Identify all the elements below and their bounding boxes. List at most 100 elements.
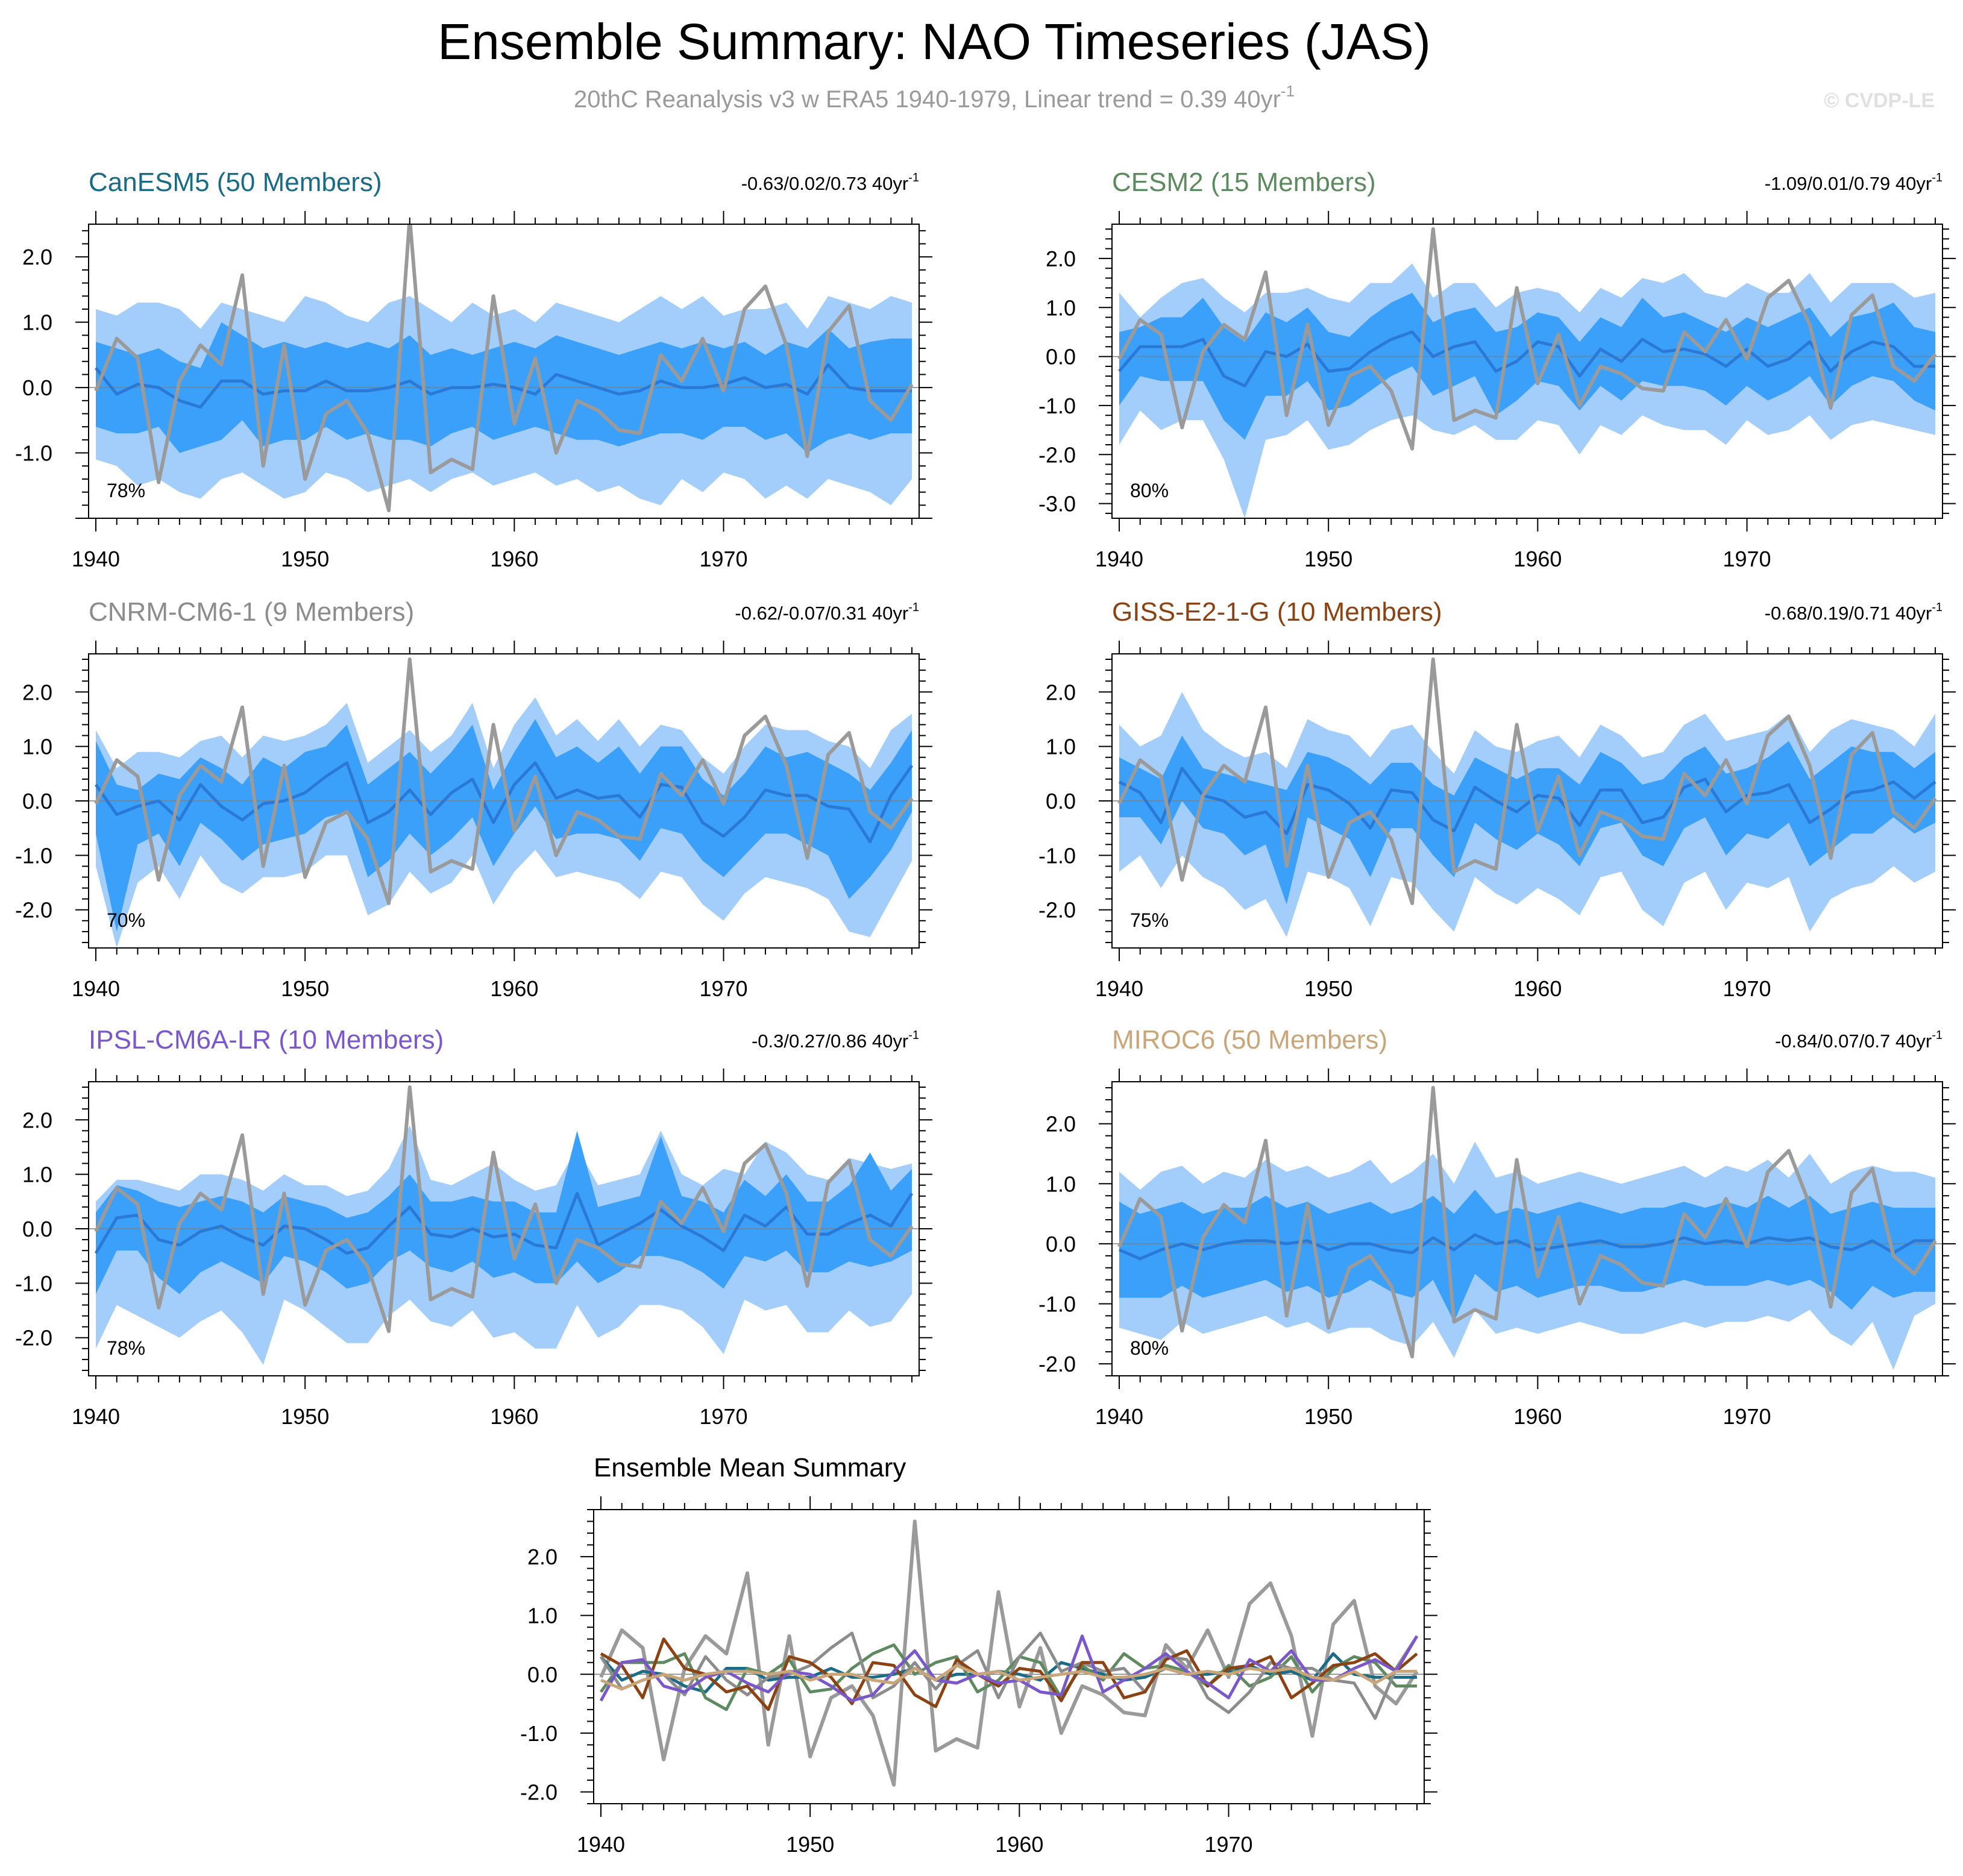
panel-giss-e2-1-g-x-tick-label: 1960 (1513, 976, 1562, 1001)
panel-giss-e2-1-g-observations-line (1117, 657, 1937, 905)
panel-ipsl-cm6a-lr-y-tick-label: 1.0 (22, 1162, 52, 1187)
panel-giss-e2-1-g-y-tick-label: 2.0 (1046, 680, 1076, 704)
panel-canesm5-trend-stats: -0.63/0.02/0.73 40yr-1 (741, 171, 919, 194)
panel-ipsl-cm6a-lr-x-tick-label: 1970 (699, 1404, 747, 1429)
panel-cesm2-y-tick-label: 2.0 (1046, 246, 1076, 271)
panel-cnrm-cm6-1-trend-stats-text: -0.62/-0.07/0.31 40yr (735, 603, 908, 624)
panel-cnrm-cm6-1-x-tick-label: 1960 (490, 976, 538, 1001)
panel-cnrm-cm6-1-y-tick-label: 0.0 (22, 789, 52, 814)
panel-cesm2-y-tick-label: -3.0 (1038, 492, 1076, 516)
summary-plot-frame (593, 1509, 1425, 1804)
panel-canesm5-y-tick-label: 0.0 (22, 375, 52, 400)
panel-cnrm-cm6-1-ensemble-mean-line (94, 761, 914, 844)
panel-miroc6-plot-frame (1111, 1081, 1943, 1376)
panel-cesm2-y-tick-label: 1.0 (1046, 295, 1076, 320)
panel-canesm5-y-tick-label: 2.0 (22, 245, 52, 269)
summary-title: Ensemble Mean Summary (594, 1453, 906, 1482)
panel-ipsl-cm6a-lr-y-tick-label: 2.0 (22, 1108, 52, 1132)
panel-ipsl-cm6a-lr-trend-stats-exponent: -1 (908, 1029, 919, 1042)
panel-giss-e2-1-g-trend-stats-text: -0.68/0.19/0.71 40yr (1765, 603, 1932, 624)
panel-cnrm-cm6-1-y-tick-label: 1.0 (22, 735, 52, 759)
subtitle: 20thC Reanalysis v3 w ERA5 1940-1979, Li… (574, 82, 1295, 113)
panel-miroc6-y-tick-label: 1.0 (1046, 1172, 1076, 1196)
panel-ipsl-cm6a-lr-observations-line (94, 1085, 914, 1333)
panel-ipsl-cm6a-lr-trend-stats-text: -0.3/0.27/0.86 40yr (752, 1031, 908, 1052)
panel-cnrm-cm6-1-y-tick-label: -2.0 (15, 898, 52, 923)
panel-cnrm-cm6-1-inner-spread-band (96, 719, 912, 932)
panel-giss-e2-1-g-trend-stats-exponent: -1 (1932, 601, 1943, 614)
panel-cesm2-y-tick-label: 0.0 (1046, 345, 1076, 369)
panel-canesm5-x-tick-label: 1960 (490, 547, 538, 571)
panel-canesm5-x-tick-label: 1940 (72, 547, 120, 571)
panel-giss-e2-1-g-ensemble-mean-line (1118, 767, 1936, 835)
panel-cnrm-cm6-1-trend-stats: -0.62/-0.07/0.31 40yr-1 (735, 601, 919, 624)
panel-miroc6-y-tick-label: -1.0 (1038, 1291, 1076, 1316)
panel-canesm5-y-tick-label: -1.0 (15, 441, 52, 466)
panel-giss-e2-1-g-title: GISS-E2-1-G (10 Members) (1112, 597, 1442, 627)
panel-ipsl-cm6a-lr-x-tick-label: 1960 (490, 1404, 538, 1429)
panel-giss-e2-1-g: 1940 1950 1960 1970 -2.0 -1.0 0.0 1.0 2.0 GISS-E2… (1038, 597, 1956, 1001)
panel-cnrm-cm6-1-y-tick-label: 2.0 (22, 680, 52, 704)
summary-plot-area (594, 1519, 1424, 1787)
panel-cnrm-cm6-1: 1940 1950 1960 1970 -2.0 -1.0 0.0 1.0 2.0 CNRM-CM… (15, 597, 932, 1001)
panel-canesm5-trend-stats-text: -0.63/0.02/0.73 40yr (741, 173, 908, 194)
panel-ipsl-cm6a-lr-plot-area (89, 1085, 919, 1365)
panel-miroc6-percent-label: 80% (1130, 1337, 1169, 1359)
panel-giss-e2-1-g-x-tick-label: 1940 (1095, 976, 1143, 1001)
panel-cnrm-cm6-1-x-tick-label: 1970 (699, 976, 747, 1001)
panel-canesm5-x-tick-label: 1970 (699, 547, 747, 571)
panel-miroc6-trend-stats-text: -0.84/0.07/0.7 40yr (1775, 1031, 1932, 1052)
panel-cesm2-plot-area (1112, 227, 1943, 518)
panel-ipsl-cm6a-lr-x-tick-label: 1940 (72, 1404, 120, 1429)
panel-miroc6-x-tick-label: 1950 (1304, 1404, 1352, 1429)
panel-ipsl-cm6a-lr-trend-stats: -0.3/0.27/0.86 40yr-1 (752, 1029, 919, 1052)
panel-giss-e2-1-g-trend-stats: -0.68/0.19/0.71 40yr-1 (1765, 601, 1943, 624)
panel-miroc6-title: MIROC6 (50 Members) (1112, 1025, 1387, 1055)
summary-y-tick-label: 0.0 (527, 1662, 557, 1687)
panel-cesm2: 1940 1950 1960 1970 -3.0 -2.0 -1.0 0.0 1.0 2.0 CES… (1038, 168, 1956, 571)
panel-giss-e2-1-g-y-tick-label: -2.0 (1038, 898, 1076, 923)
panel-canesm5-y-tick-label: 1.0 (22, 310, 52, 335)
panel-canesm5-percent-label: 78% (107, 480, 145, 501)
panel-cesm2-x-tick-label: 1960 (1513, 547, 1562, 571)
summary-miroc6-mean-line (600, 1664, 1417, 1691)
panel-cesm2-x-tick-label: 1940 (1095, 547, 1143, 571)
panel-miroc6-plot-area (1112, 1086, 1943, 1370)
copyright-watermark: © CVDP-LE (1824, 89, 1935, 112)
panel-cnrm-cm6-1-title: CNRM-CM6-1 (9 Members) (89, 597, 414, 627)
panel-miroc6-y-tick-label: 2.0 (1046, 1112, 1076, 1137)
panel-canesm5-plot-area (89, 224, 919, 512)
summary-x-tick-label: 1970 (1204, 1832, 1252, 1857)
panel-cnrm-cm6-1-percent-label: 70% (107, 909, 145, 931)
panel-giss-e2-1-g-percent-label: 75% (1130, 909, 1169, 931)
subtitle-text: 20thC Reanalysis v3 w ERA5 1940-1979, Li… (574, 86, 1281, 113)
panel-giss-e2-1-g-y-tick-label: 1.0 (1046, 735, 1076, 759)
panel-giss-e2-1-g-y-tick-label: 0.0 (1046, 789, 1076, 814)
panel-giss-e2-1-g-x-tick-label: 1950 (1304, 976, 1352, 1001)
panel-ipsl-cm6a-lr-y-tick-label: 0.0 (22, 1217, 52, 1241)
main-title: Ensemble Summary: NAO Timeseries (JAS) (438, 13, 1431, 70)
summary-x-tick-label: 1950 (786, 1832, 834, 1857)
model-panels: 1940 1950 1960 1970 -1.0 0.0 1.0 2.0 CanESM5 (50… (15, 168, 1956, 1429)
panel-cesm2-observations-line (1117, 227, 1937, 451)
panel-canesm5: 1940 1950 1960 1970 -1.0 0.0 1.0 2.0 CanESM5 (50… (15, 168, 932, 571)
panel-miroc6-ensemble-mean-line (1119, 1233, 1935, 1261)
panel-ipsl-cm6a-lr-x-tick-label: 1950 (281, 1404, 329, 1429)
panel-cesm2-trend-stats-exponent: -1 (1932, 171, 1943, 184)
panel-giss-e2-1-g-inner-spread-band (1119, 735, 1935, 905)
summary-y-tick-label: 2.0 (527, 1545, 557, 1569)
panel-cesm2-title: CESM2 (15 Members) (1112, 168, 1376, 197)
panel-miroc6-x-tick-label: 1940 (1095, 1404, 1143, 1429)
summary-x-tick-label: 1940 (577, 1832, 625, 1857)
panel-cesm2-ensemble-mean-line (1118, 330, 1935, 387)
ensemble-mean-summary-panel: 1940 1950 1960 1970 -2.0 -1.0 0.0 1.0 2.0 Ensembl… (520, 1453, 1437, 1857)
panel-cnrm-cm6-1-y-tick-label: -1.0 (15, 843, 52, 868)
panel-canesm5-plot-frame (88, 224, 920, 519)
summary-ipsl-cm6a-lr-mean-line (599, 1634, 1419, 1702)
panel-ipsl-cm6a-lr-y-tick-label: -1.0 (15, 1271, 52, 1296)
panel-cnrm-cm6-1-trend-stats-exponent: -1 (908, 601, 919, 614)
summary-y-tick-label: 1.0 (527, 1604, 557, 1628)
panel-cnrm-cm6-1-x-tick-label: 1950 (281, 976, 329, 1001)
panel-ipsl-cm6a-lr: 1940 1950 1960 1970 -2.0 -1.0 0.0 1.0 2.0 IPSL-CM… (15, 1025, 932, 1429)
panel-ipsl-cm6a-lr-title: IPSL-CM6A-LR (10 Members) (89, 1025, 444, 1055)
